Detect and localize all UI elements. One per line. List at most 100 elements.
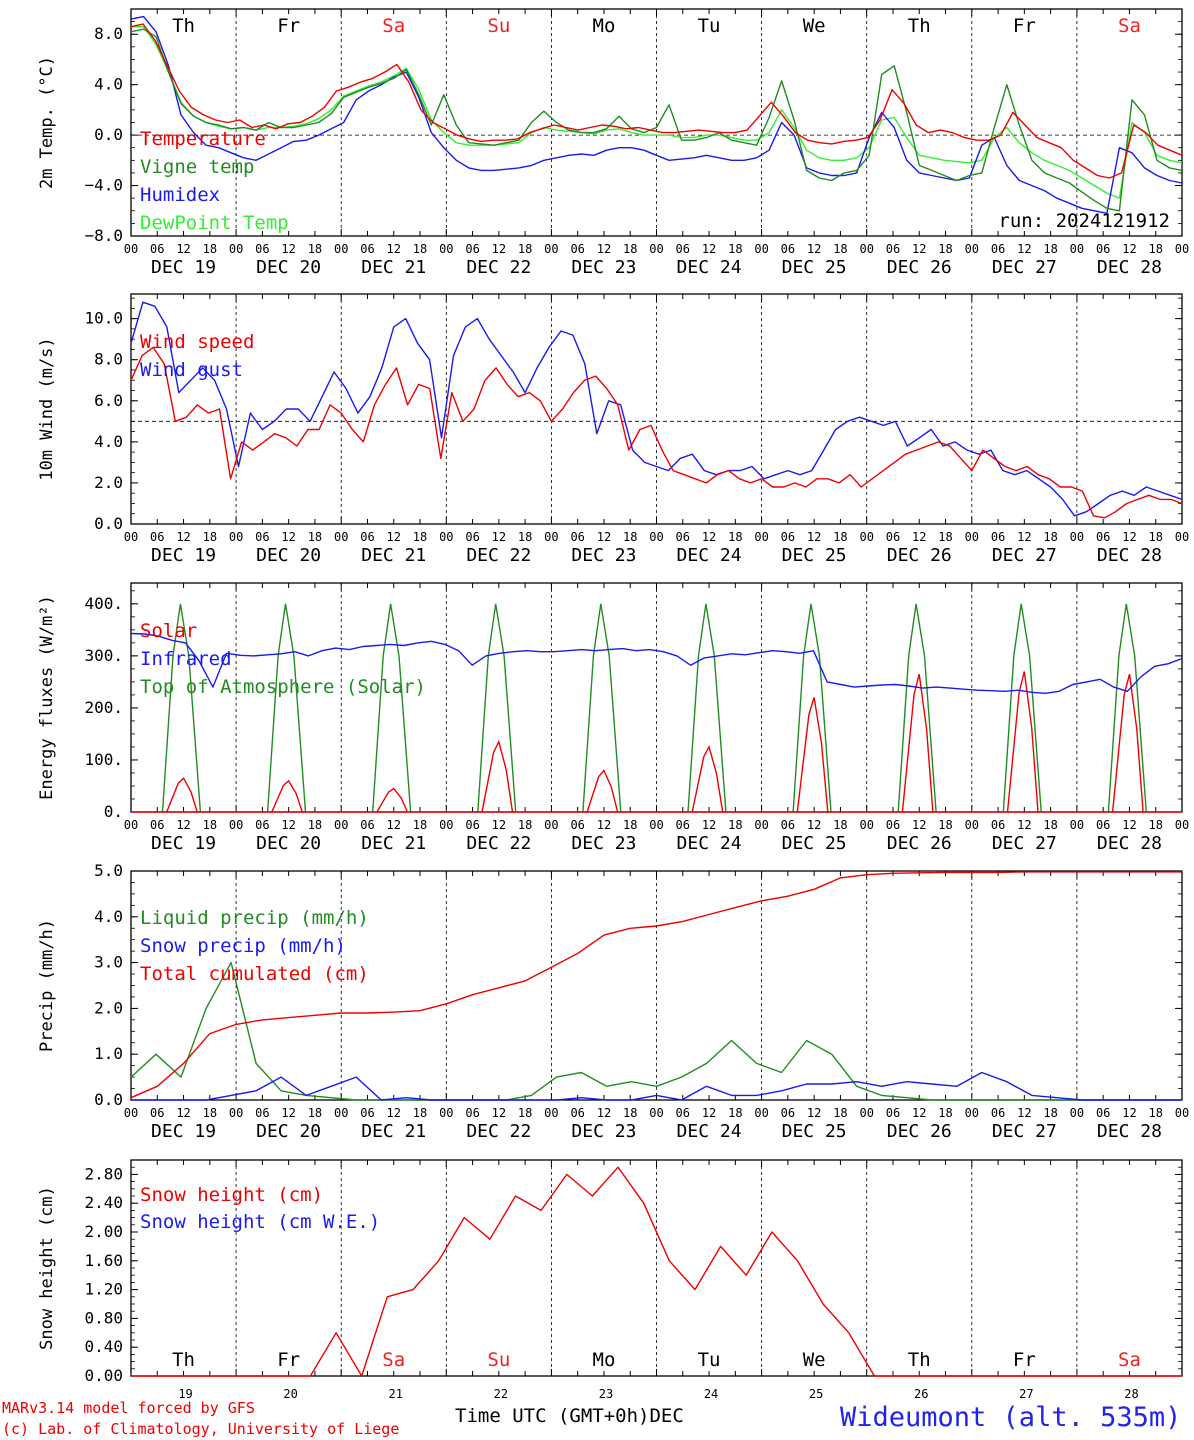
toa-solar-line bbox=[687, 603, 727, 813]
date-label: DEC 25 bbox=[782, 545, 847, 566]
series-line bbox=[131, 26, 1183, 199]
hour-tick-label: 00 bbox=[754, 1106, 768, 1120]
legend-entry: Temperature bbox=[140, 128, 266, 150]
hour-tick-label: 18 bbox=[308, 530, 322, 544]
toa-solar-line bbox=[266, 603, 307, 813]
hour-tick-label: 06 bbox=[570, 1106, 584, 1120]
hour-tick-label: 00 bbox=[1175, 818, 1189, 832]
hour-tick-label: 06 bbox=[1096, 530, 1110, 544]
hour-tick-label: 06 bbox=[465, 818, 479, 832]
y-tick-label: 4.0 bbox=[94, 907, 123, 926]
hour-tick-label: 18 bbox=[308, 242, 322, 256]
hour-tick-label: 18 bbox=[1043, 530, 1057, 544]
y-tick-label: 0.00 bbox=[84, 1366, 123, 1385]
hour-tick-label: 18 bbox=[938, 818, 952, 832]
toa-solar-line bbox=[1002, 603, 1042, 813]
hour-tick-label: 00 bbox=[439, 1106, 453, 1120]
hour-tick-label: 00 bbox=[334, 818, 348, 832]
day-number-label: 28 bbox=[1124, 1387, 1138, 1401]
hour-tick-label: 12 bbox=[176, 818, 190, 832]
hour-tick-label: 18 bbox=[728, 1106, 742, 1120]
hour-tick-label: 18 bbox=[833, 530, 847, 544]
day-name-label: Th bbox=[908, 15, 931, 37]
y-tick-label: 0. bbox=[104, 802, 123, 821]
y-tick-label: 4.0 bbox=[94, 75, 123, 94]
day-name-label: We bbox=[803, 1349, 826, 1371]
hour-tick-label: 12 bbox=[281, 530, 295, 544]
day-number-label: 19 bbox=[178, 1387, 192, 1401]
date-label: DEC 25 bbox=[782, 257, 847, 278]
y-tick-label: 0.0 bbox=[94, 125, 123, 144]
day-name-label: Sa bbox=[1118, 1349, 1141, 1371]
hour-tick-label: 12 bbox=[492, 242, 506, 256]
hour-tick-label: 00 bbox=[965, 1106, 979, 1120]
hour-tick-label: 12 bbox=[912, 818, 926, 832]
day-number-label: 23 bbox=[599, 1387, 613, 1401]
hour-tick-label: 18 bbox=[623, 530, 637, 544]
series-line bbox=[130, 301, 1183, 517]
series-line bbox=[130, 15, 1183, 215]
hour-tick-label: 18 bbox=[203, 242, 217, 256]
y-tick-label: 10.0 bbox=[84, 309, 123, 328]
model-credit: MARv3.14 model forced by GFS bbox=[2, 1399, 255, 1417]
hour-tick-label: 18 bbox=[308, 818, 322, 832]
solar-line bbox=[271, 779, 303, 813]
hour-tick-label: 12 bbox=[492, 1106, 506, 1120]
day-name-label: Fr bbox=[1013, 15, 1036, 37]
day-number-label: 21 bbox=[389, 1387, 403, 1401]
day-name-label: Th bbox=[172, 15, 195, 37]
hour-tick-label: 18 bbox=[413, 1106, 427, 1120]
date-label: DEC 25 bbox=[782, 833, 847, 854]
hour-tick-label: 00 bbox=[859, 818, 873, 832]
day-name-label: Mo bbox=[593, 1349, 616, 1371]
hour-tick-label: 06 bbox=[150, 530, 164, 544]
legend-entry: Snow precip (mm/h) bbox=[140, 935, 346, 957]
date-label: DEC 21 bbox=[361, 1121, 426, 1142]
date-label: DEC 23 bbox=[571, 545, 636, 566]
snow-height-line bbox=[131, 1166, 1182, 1377]
hour-tick-label: 00 bbox=[1175, 242, 1189, 256]
date-label: DEC 27 bbox=[992, 257, 1057, 278]
date-label: DEC 20 bbox=[256, 1121, 321, 1142]
legend-entry: Infrared bbox=[140, 648, 232, 670]
run-annotation: run: 2024121912 bbox=[998, 210, 1170, 232]
hour-tick-label: 12 bbox=[597, 242, 611, 256]
hour-tick-label: 06 bbox=[886, 242, 900, 256]
y-tick-label: 2.0 bbox=[94, 473, 123, 492]
hour-tick-label: 06 bbox=[465, 530, 479, 544]
infrared-line bbox=[130, 632, 1183, 694]
hour-tick-label: 06 bbox=[781, 1106, 795, 1120]
solar-line bbox=[166, 777, 198, 813]
hour-tick-label: 00 bbox=[229, 242, 243, 256]
hour-tick-label: 06 bbox=[1096, 242, 1110, 256]
toa-solar-line bbox=[1107, 603, 1147, 813]
date-label: DEC 19 bbox=[151, 833, 216, 854]
hour-tick-label: 18 bbox=[938, 1106, 952, 1120]
hour-tick-label: 00 bbox=[859, 1106, 873, 1120]
toa-solar-line bbox=[897, 603, 937, 813]
legend-entry: Snow height (cm W.E.) bbox=[140, 1211, 380, 1233]
hour-tick-label: 00 bbox=[859, 242, 873, 256]
hour-tick-label: 00 bbox=[334, 530, 348, 544]
hour-tick-label: 18 bbox=[1148, 242, 1162, 256]
day-number-label: 25 bbox=[809, 1387, 823, 1401]
solar-line bbox=[1111, 673, 1144, 813]
toa-solar-line bbox=[582, 603, 622, 813]
y-tick-label: −4.0 bbox=[84, 176, 123, 195]
day-number-label: 22 bbox=[494, 1387, 508, 1401]
hour-tick-label: 00 bbox=[544, 818, 558, 832]
hour-tick-label: 00 bbox=[1175, 530, 1189, 544]
date-label: DEC 22 bbox=[466, 833, 531, 854]
day-number-label: 24 bbox=[704, 1387, 718, 1401]
legend-entry: Snow height (cm) bbox=[140, 1184, 323, 1206]
date-label: DEC 22 bbox=[466, 1121, 531, 1142]
legend-entry: Top of Atmosphere (Solar) bbox=[140, 676, 426, 698]
y-tick-label: 4.0 bbox=[94, 432, 123, 451]
date-label: DEC 21 bbox=[361, 545, 426, 566]
date-label: DEC 26 bbox=[887, 257, 952, 278]
hour-tick-label: 00 bbox=[229, 530, 243, 544]
hour-tick-label: 00 bbox=[334, 242, 348, 256]
hour-tick-label: 12 bbox=[597, 1106, 611, 1120]
hour-tick-label: 12 bbox=[1017, 242, 1031, 256]
date-label: DEC 19 bbox=[151, 545, 216, 566]
